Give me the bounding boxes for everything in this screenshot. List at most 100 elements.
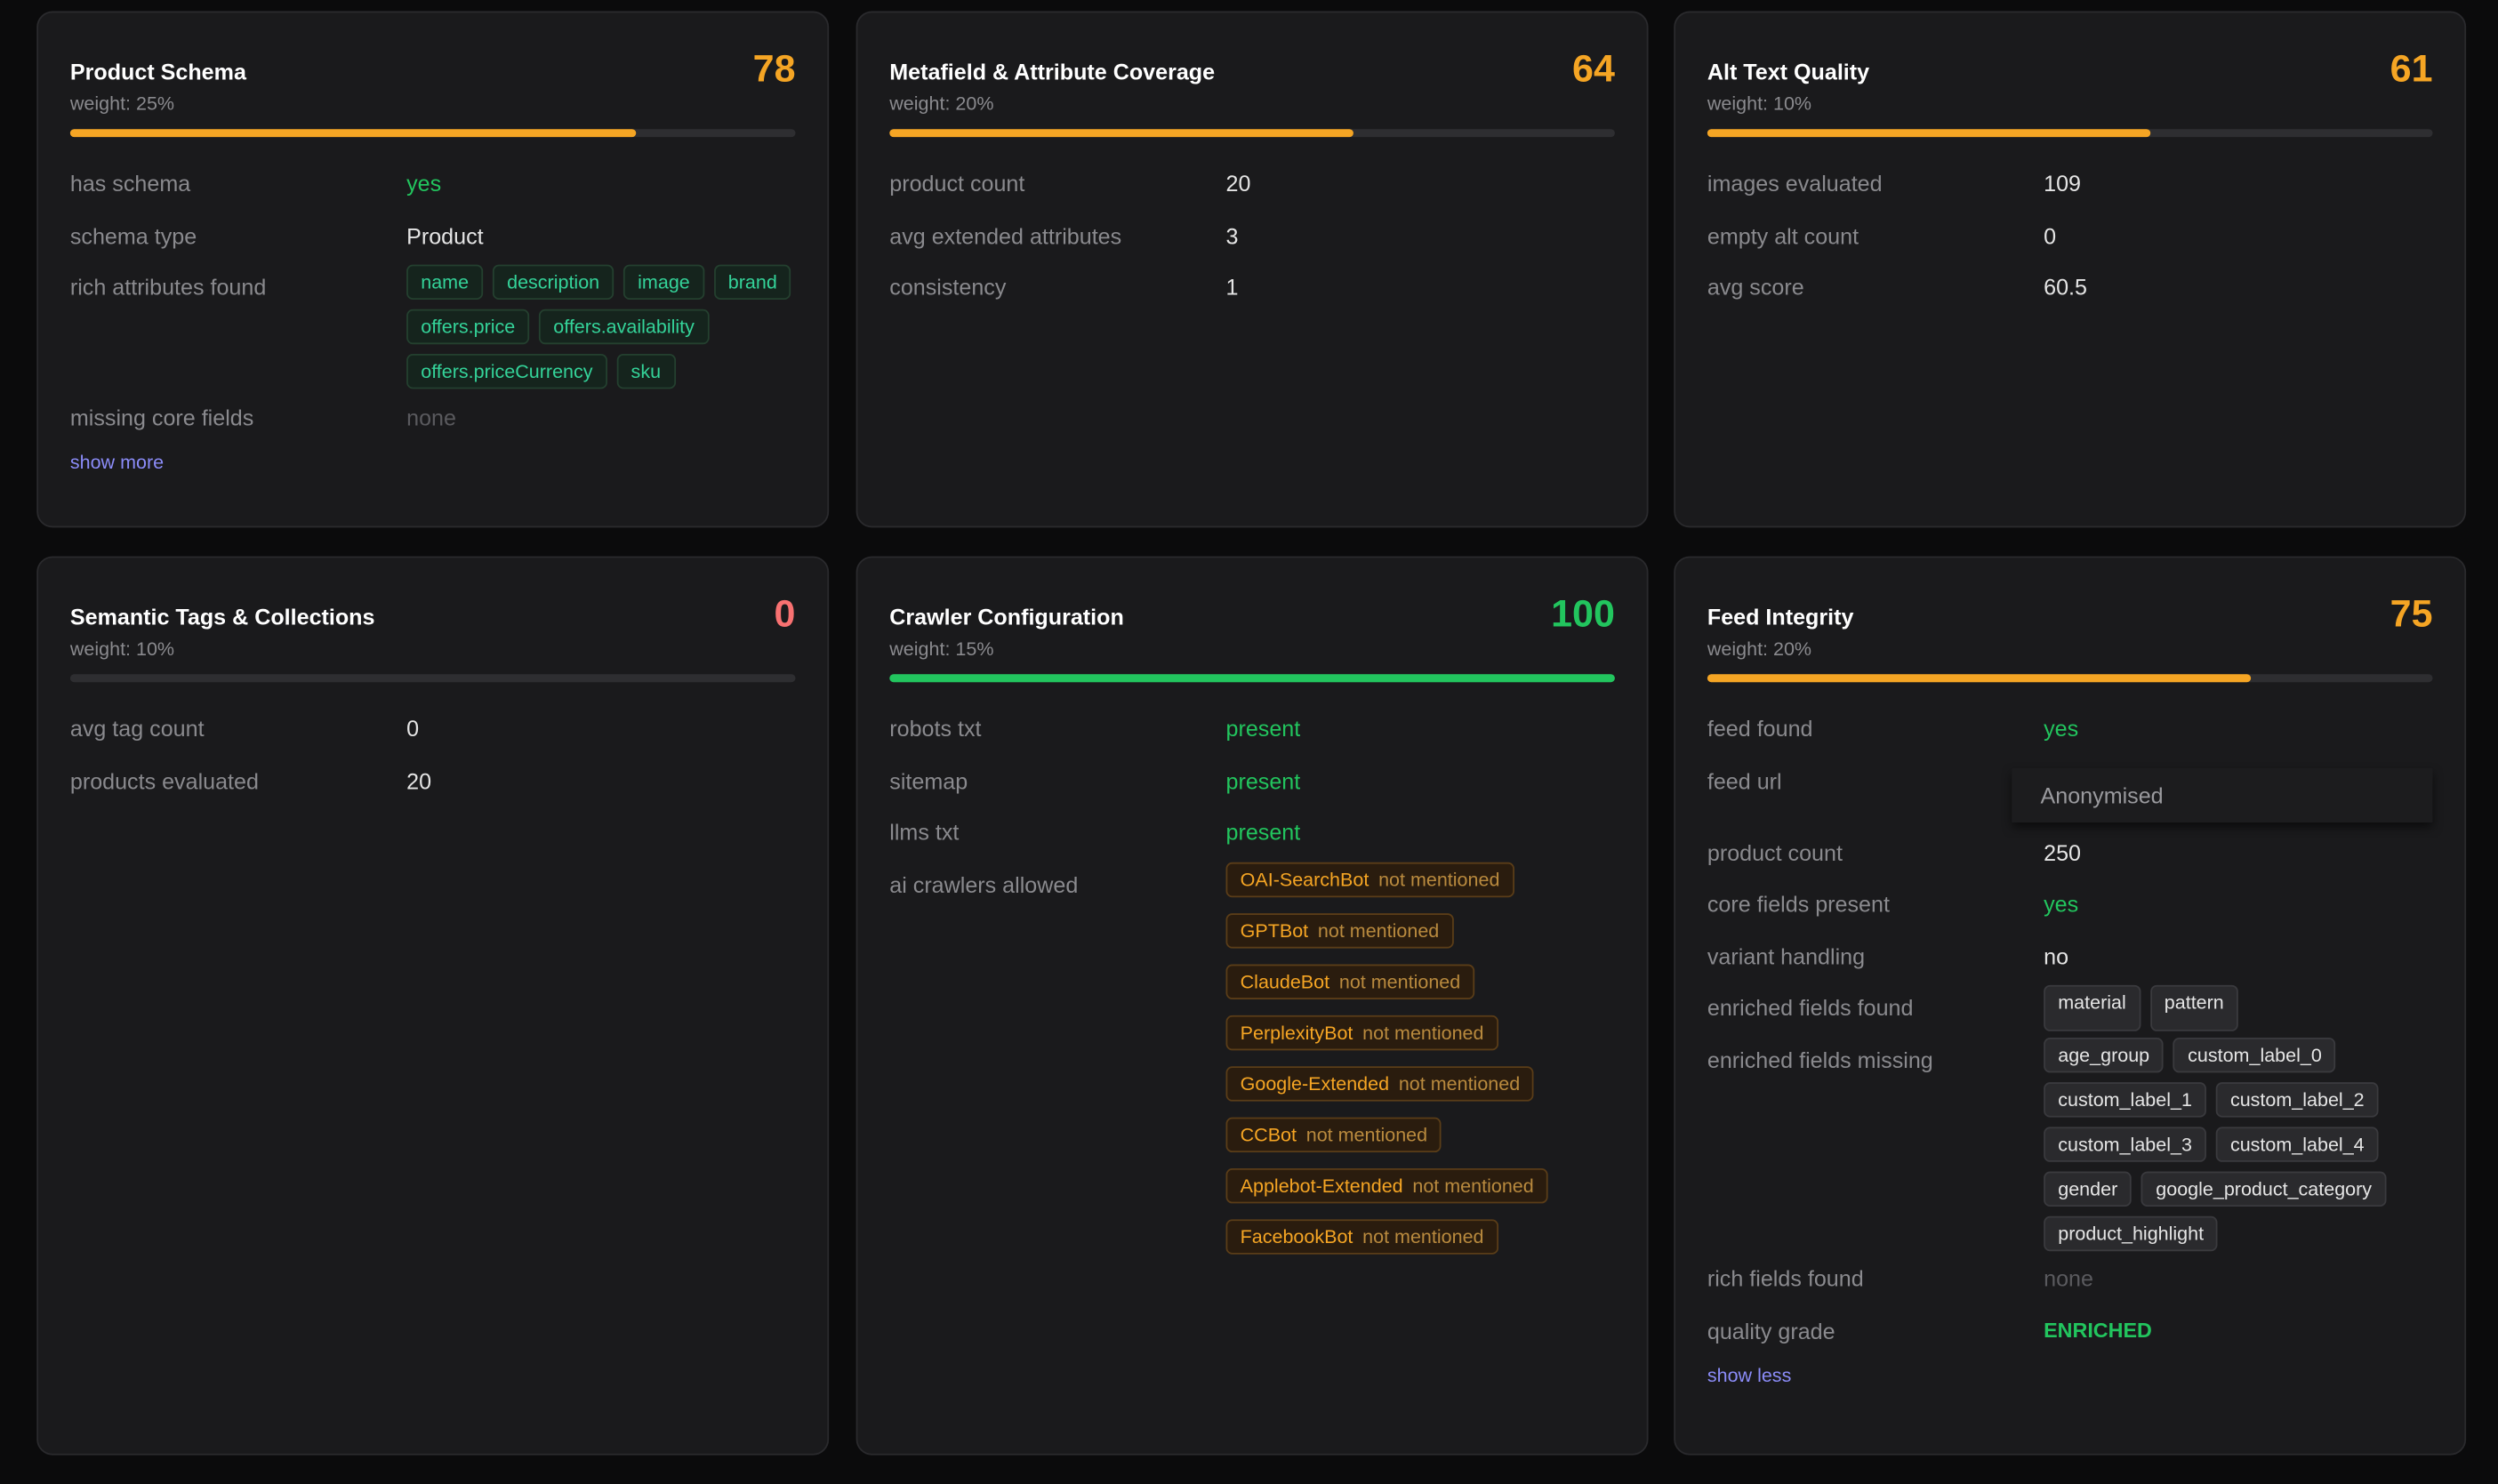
row: rich attributes found name description imag… — [69, 264, 796, 389]
score: 75 — [2390, 592, 2433, 637]
row: has schema yes — [70, 169, 796, 197]
tag: custom_label_0 — [2173, 1037, 2336, 1072]
row-value: 3 — [1225, 222, 1239, 248]
crawler-name: ClaudeBot — [1240, 969, 1330, 992]
tag: offers.priceCurrency — [406, 353, 607, 389]
score: 64 — [1572, 47, 1615, 92]
progress-fill — [1707, 129, 2150, 138]
row: rich fields found none — [1707, 1264, 2433, 1293]
crawler-status: not mentioned — [1412, 1174, 1534, 1197]
row: avg tag count 0 — [70, 714, 796, 742]
row-value: 250 — [2044, 838, 2081, 865]
row-label: avg extended attributes — [889, 222, 1122, 248]
crawler-name: GPTBot — [1240, 918, 1309, 942]
row: core fields present yes — [1707, 889, 2433, 918]
progress-track — [1707, 129, 2433, 138]
row: quality grade ENRICHED — [1707, 1316, 2433, 1344]
weight: weight: 10% — [1707, 92, 1812, 116]
tag: image — [623, 264, 704, 301]
card-title: Crawler Configuration — [889, 604, 1124, 630]
tag: google_product_category — [2141, 1170, 2387, 1207]
score: 100 — [1551, 592, 1615, 637]
row-value: 1 — [1225, 274, 1239, 301]
crawler-tag: Google-Extended not mentioned — [1225, 1065, 1535, 1101]
crawler-tag: OAI-SearchBot not mentioned — [1225, 861, 1514, 897]
score: 78 — [752, 47, 796, 92]
row: missing core fields none — [70, 403, 796, 431]
row-label: empty alt count — [1707, 222, 1859, 248]
crawler-name: OAI-SearchBot — [1240, 868, 1369, 891]
tag: offers.price — [406, 309, 530, 345]
row-label: sitemap — [889, 767, 968, 793]
row-value: 20 — [406, 767, 432, 793]
row-label: core fields present — [1707, 891, 1890, 917]
row-value: present — [1225, 819, 1301, 846]
card: Feed Integrity weight: 20% 75 feed found yes… — [1674, 556, 2467, 1456]
row-label: rich fields found — [1707, 1265, 1864, 1292]
progress-track — [69, 674, 796, 683]
toggle-link[interactable]: show less — [1707, 1364, 1792, 1387]
tag: brand — [713, 264, 791, 301]
crawler-status: not mentioned — [1378, 868, 1500, 891]
row-label: rich attributes found — [69, 274, 267, 301]
toggle-link[interactable]: show more — [69, 451, 165, 474]
row: enriched fields found material pattern — [1707, 984, 2433, 1031]
crawler-name: FacebookBot — [1240, 1224, 1353, 1247]
card-title: Semantic Tags & Collections — [69, 604, 375, 630]
card: Metafield & Attribute Coverage weight: 20… — [855, 11, 1649, 528]
rows: feed found yes feed url Anonymised product c… — [1707, 714, 2433, 1344]
crawler-tag: ClaudeBot not mentioned — [1225, 963, 1475, 999]
crawler-tag: Applebot-Extended not mentioned — [1225, 1167, 1548, 1203]
crawler-tag: GPTBot not mentioned — [1225, 912, 1454, 948]
card: Semantic Tags & Collections weight: 10% 0 a… — [36, 556, 830, 1456]
progress-fill — [889, 129, 1354, 138]
tag: material — [2044, 984, 2141, 1031]
row-value: 60.5 — [2044, 274, 2087, 301]
score: 0 — [774, 592, 796, 637]
row-value: yes — [406, 170, 442, 197]
row-label: consistency — [889, 274, 1007, 301]
row-value: 0 — [406, 715, 420, 742]
progress-fill — [889, 674, 1615, 683]
tags: OAI-SearchBot not mentioned GPTBot not ment… — [1225, 861, 1615, 1254]
row-value: Product — [406, 222, 484, 248]
tag: custom_label_4 — [2215, 1126, 2379, 1161]
row-value: yes — [2044, 715, 2079, 742]
tags: name description image brand offers.price off… — [406, 264, 795, 389]
rows: robots txt present sitemap present llms txt p… — [889, 714, 1615, 1254]
row: sitemap present — [889, 766, 1615, 794]
progress-track — [889, 129, 1615, 138]
tag: gender — [2044, 1170, 2133, 1207]
row-value: ENRICHED — [2044, 1317, 2152, 1342]
row: consistency 1 — [889, 273, 1615, 301]
row: schema type Product — [70, 221, 796, 249]
crawler-status: not mentioned — [1398, 1071, 1521, 1095]
row-value: present — [1225, 767, 1301, 793]
weight: weight: 25% — [69, 92, 175, 116]
crawler-name: CCBot — [1240, 1122, 1297, 1145]
row-value: none — [406, 404, 456, 430]
tag: custom_label_3 — [2044, 1126, 2207, 1161]
row-value: 109 — [2044, 170, 2081, 197]
row-value: 20 — [1225, 170, 1251, 197]
row-label: images evaluated — [1707, 170, 1883, 197]
tag: name — [406, 264, 484, 301]
card-title: Product Schema — [69, 59, 246, 85]
card: Crawler Configuration weight: 15% 100 robot… — [855, 556, 1649, 1456]
row: ai crawlers allowed OAI-SearchBot not ment… — [889, 861, 1615, 1254]
crawler-name: Applebot-Extended — [1240, 1174, 1403, 1197]
row: product count 250 — [1707, 838, 2433, 866]
row-label: enriched fields found — [1707, 994, 1914, 1021]
tag: age_group — [2044, 1037, 2165, 1072]
row-value: no — [2044, 943, 2069, 969]
row-label: products evaluated — [69, 767, 259, 793]
weight: weight: 20% — [889, 92, 994, 116]
row-label: schema type — [69, 222, 197, 248]
crawler-status: not mentioned — [1338, 969, 1461, 992]
row-label: quality grade — [1707, 1317, 1835, 1344]
tag: description — [492, 264, 614, 301]
tag: sku — [616, 353, 676, 389]
row: llms txt present — [889, 818, 1615, 846]
card: Alt Text Quality weight: 10% 61 images eval… — [1674, 11, 2467, 528]
